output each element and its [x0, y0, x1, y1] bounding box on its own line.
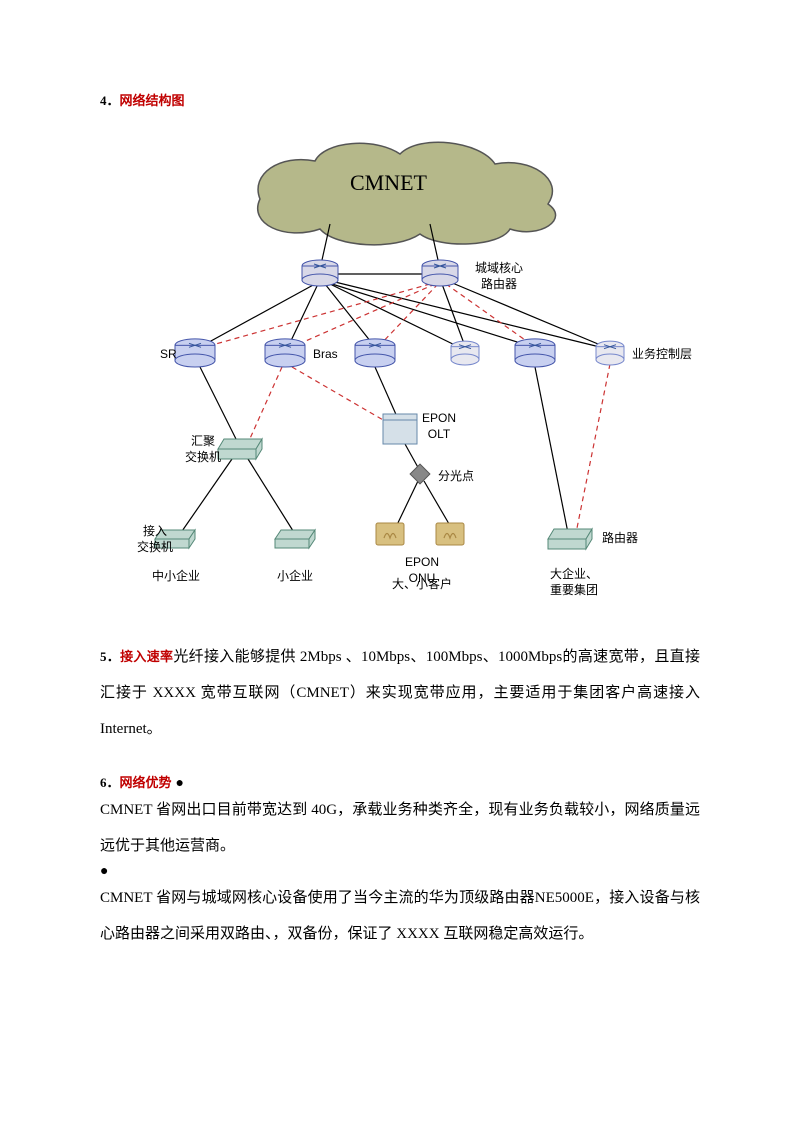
diagram-label: 城域核心 路由器 [475, 261, 523, 292]
diagram-label: 接入 交换机 [137, 524, 173, 555]
diagram-svg [120, 129, 680, 609]
section6-block: 6．网络优势 ● CMNET 省网出口目前带宽达到 40G，承载业务种类齐全，现… [100, 772, 700, 952]
section6-bullet-1: CMNET 省网出口目前带宽达到 40G，承载业务种类齐全，现有业务负载较小，网… [100, 792, 700, 864]
diagram-label: 路由器 [602, 531, 638, 547]
section4-title: 4．网络结构图 [100, 90, 700, 109]
diagram-label: EPON OLT [422, 411, 456, 442]
diagram-label: 中小企业 [152, 569, 200, 585]
section5-paragraph: 5．接入速率光纤接入能够提供 2Mbps 、10Mbps、100Mbps、100… [100, 639, 700, 747]
diagram-label: 分光点 [438, 469, 474, 485]
section6-title: 网络优势 [120, 775, 172, 790]
diagram-label: 大、小客户 [392, 577, 452, 593]
section6-bullet-2: CMNET 省网与城域网核心设备使用了当今主流的华为顶级路由器NE5000E，接… [100, 880, 700, 952]
section5-text: 光纤接入能够提供 2Mbps 、10Mbps、100Mbps、1000Mbps的… [100, 649, 700, 737]
section5-red-prefix: 接入速率 [120, 649, 173, 664]
diagram-label: 小企业 [277, 569, 313, 585]
bullet-icon: ● [176, 776, 184, 791]
network-diagram: CMNET 城域核心 路由器SRBras业务控制层EPON OLT汇聚 交换机分… [120, 129, 680, 609]
diagram-label: 大企业、 重要集团 [550, 567, 598, 598]
cloud-label: CMNET [350, 169, 427, 198]
diagram-label: Bras [313, 347, 338, 363]
section4-number: 4． [100, 93, 120, 108]
diagram-label: 业务控制层 [632, 347, 692, 363]
bullet-icon: ● [100, 864, 700, 880]
section5-number: 5． [100, 649, 120, 664]
diagram-label: 汇聚 交换机 [185, 434, 221, 465]
section6-number: 6． [100, 775, 120, 790]
section4-title-text: 网络结构图 [120, 93, 185, 108]
diagram-label: SR [160, 347, 177, 363]
